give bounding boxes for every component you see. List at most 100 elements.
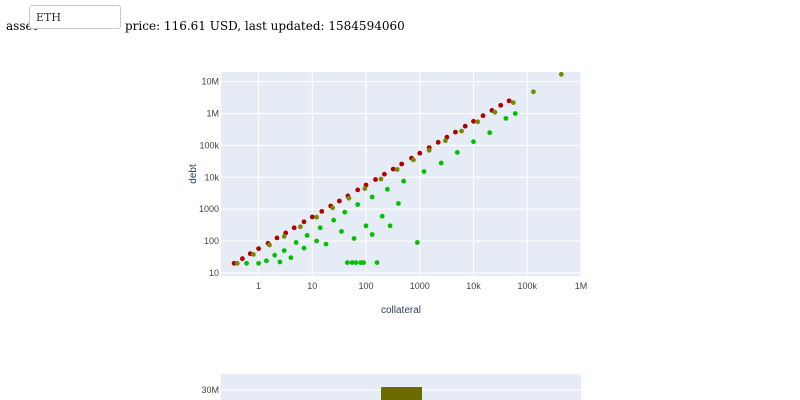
data-point [342,209,348,215]
data-point [351,236,357,241]
bar [381,387,422,400]
x-tick-label: 100 [359,281,374,291]
data-point [323,241,329,247]
data-point [281,234,287,239]
asset-input[interactable] [29,5,121,29]
data-point [471,118,476,124]
data-point [487,130,493,136]
data-point [256,246,261,252]
y-tick-label: 100k [199,140,219,150]
data-point [401,178,406,184]
data-point [369,232,375,237]
y-tick-label: 10M [201,77,219,87]
y-tick-label: 1000 [199,204,219,214]
data-point [387,223,393,229]
data-point [355,187,361,193]
price-info: price: 116.61 USD, last updated: 1584594… [125,19,405,33]
x-axis-title: collateral [381,305,421,316]
data-point [426,147,432,153]
data-point [330,205,336,211]
data-point [314,214,319,220]
data-point [399,161,405,167]
data-point [411,157,416,163]
data-point [471,139,476,145]
data-point [462,123,468,129]
data-point [374,260,380,265]
data-point [362,186,368,191]
data-point [492,109,498,115]
x-tick-label: 1 [256,281,261,291]
data-point [512,111,518,116]
data-point [435,139,441,145]
data-point [234,260,240,266]
y-axis-title: debt [188,164,199,184]
data-point [390,166,396,172]
data-point [443,138,448,144]
data-point [369,194,375,200]
data-point [382,171,387,177]
data-point [480,113,486,119]
data-point [353,260,359,265]
y-tick-label: 100 [204,236,219,246]
data-point [345,260,350,265]
data-point [244,260,250,266]
data-point [317,225,323,231]
data-point [264,258,269,264]
plot-area [221,72,581,276]
data-point [291,225,297,231]
data-point [301,245,307,251]
data-point [421,169,427,174]
data-point [373,177,378,182]
data-point [394,167,400,172]
data-point [417,150,423,156]
data-point [475,119,481,125]
x-tick-label: 1000 [410,281,430,291]
scatter-chart: 1 10 100 1000 10k 100k 1M 10 100 1000 10k 100k 1M 10M… [188,71,588,316]
data-point [506,98,512,104]
data-point [531,89,536,95]
y-tick-label: 10k [204,172,219,182]
data-point [331,217,337,223]
data-point [319,209,325,214]
data-point [355,202,361,207]
bar-y-tick-label: 30M [201,385,219,395]
data-point [378,176,384,182]
bar-marks [381,387,422,400]
data-point [267,242,272,248]
data-point [277,259,283,265]
data-point [349,260,355,265]
data-point [314,238,319,244]
data-point [256,260,261,266]
data-point [298,224,303,230]
data-point [453,129,458,135]
data-point [396,201,401,206]
data-point [379,213,385,219]
data-point [454,150,460,155]
data-point [272,252,278,258]
x-tick-label: 1M [575,281,588,291]
data-point [361,260,366,265]
data-point [251,252,256,257]
data-point [363,182,369,188]
data-point [240,256,245,262]
data-point [337,198,342,204]
data-point [498,102,504,108]
data-point [346,195,352,201]
data-point [385,186,390,192]
y-tick-label: 1M [206,108,219,118]
x-tick-label: 100k [517,281,537,291]
grid-lines [221,72,582,276]
data-point [503,116,509,121]
data-point [459,128,464,134]
data-point [293,240,299,245]
data-point [438,160,444,166]
x-tick-label: 10 [307,281,317,291]
bar-chart: 30M [201,374,581,400]
data-point [363,223,369,229]
data-point [510,100,516,105]
data-point [281,248,287,254]
data-point [301,219,307,225]
y-tick-label: 10 [209,268,219,278]
data-point [274,235,280,241]
x-tick-label: 10k [466,281,481,291]
